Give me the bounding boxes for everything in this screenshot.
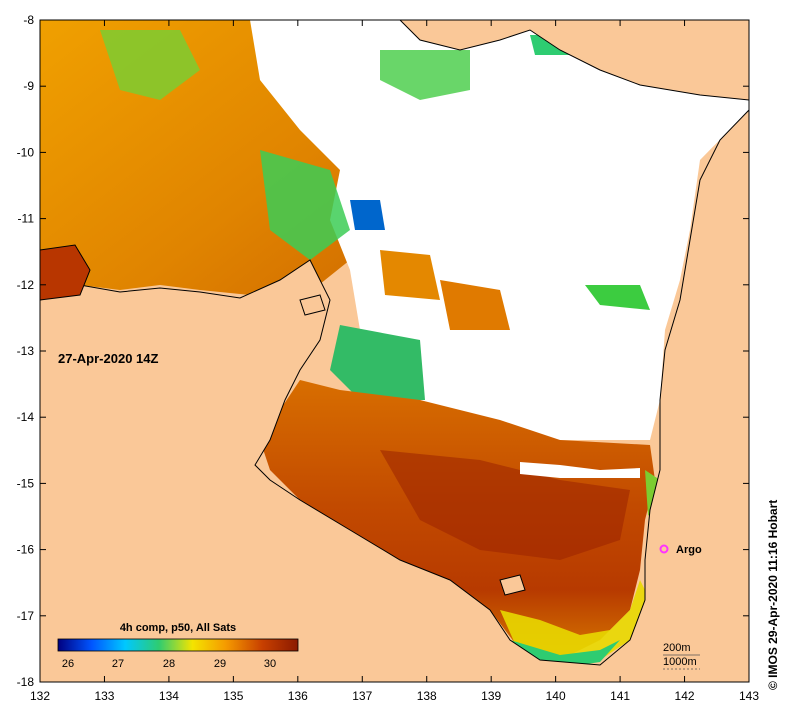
x-tick-label: 132 [30, 689, 50, 703]
y-tick-label: -11 [18, 212, 35, 226]
x-tick-label: 136 [288, 689, 308, 703]
argo-marker-icon[interactable] [659, 544, 669, 554]
gulf-hot-core [380, 450, 630, 560]
y-tick-label: -13 [17, 344, 35, 358]
y-tick-label: -9 [23, 79, 34, 93]
colorbar-tick-label: 30 [264, 658, 276, 670]
y-tick-label: -15 [17, 476, 35, 490]
x-tick-label: 140 [546, 689, 566, 703]
y-tick-label: -10 [17, 145, 35, 159]
x-tick-label: 143 [739, 689, 759, 703]
island-west [40, 244, 91, 301]
x-tick-label: 135 [223, 689, 243, 703]
credit-label: © IMOS 29-Apr-2020 11:16 Hobart [766, 499, 780, 690]
island [299, 294, 326, 316]
colorbar-gradient [57, 638, 299, 652]
x-tick-label: 141 [610, 689, 630, 703]
x-tick-label: 142 [675, 689, 695, 703]
cloud-cover-gulf [520, 462, 640, 478]
landmass-north [399, 20, 749, 101]
colorbar-tick-label: 29 [214, 658, 226, 670]
cool-water-patch [260, 150, 350, 260]
x-tick-label: 134 [159, 689, 179, 703]
argo-marker[interactable]: Argo [659, 544, 702, 556]
x-tick-label: 138 [417, 689, 437, 703]
depth-legend-1000m: 1000m [663, 656, 697, 668]
y-tick-label: -16 [17, 543, 35, 557]
cool-water-patch [350, 200, 385, 230]
x-tick-label: 133 [94, 689, 114, 703]
y-tick-label: -8 [23, 13, 34, 27]
colorbar: 4h comp, p50, All Sats 26 27 28 29 30 [57, 622, 299, 670]
x-tick-label: 139 [481, 689, 501, 703]
colorbar-tick-label: 27 [112, 658, 124, 670]
timestamp-label: 27-Apr-2020 14Z [58, 351, 158, 366]
y-tick-label: -17 [17, 609, 35, 623]
x-axis: 132 133 134 135 136 137 138 139 140 141 142 143 [30, 20, 759, 703]
colorbar-tick-label: 26 [62, 658, 74, 670]
cool-water-patch [100, 30, 200, 100]
y-tick-label: -14 [17, 410, 35, 424]
depth-legend-200m: 200m [663, 642, 691, 654]
colorbar-tick-label: 28 [163, 658, 175, 670]
argo-label: Argo [676, 544, 702, 556]
colorbar-title: 4h comp, p50, All Sats [120, 622, 236, 634]
warm-water-patch [440, 280, 510, 330]
island [499, 574, 526, 596]
cool-water-patch [585, 285, 650, 310]
landmass [40, 109, 749, 682]
cool-water-patch [330, 325, 425, 400]
warm-water-patch [380, 250, 440, 300]
x-tick-label: 137 [352, 689, 372, 703]
y-axis: -8 -9 -10 -11 -12 -13 -14 -15 -16 -17 -18 [17, 13, 749, 689]
cool-water-patch [380, 50, 470, 100]
depth-legend: 200m 1000m [663, 642, 700, 670]
y-tick-label: -18 [17, 675, 35, 689]
y-tick-label: -12 [17, 278, 35, 292]
